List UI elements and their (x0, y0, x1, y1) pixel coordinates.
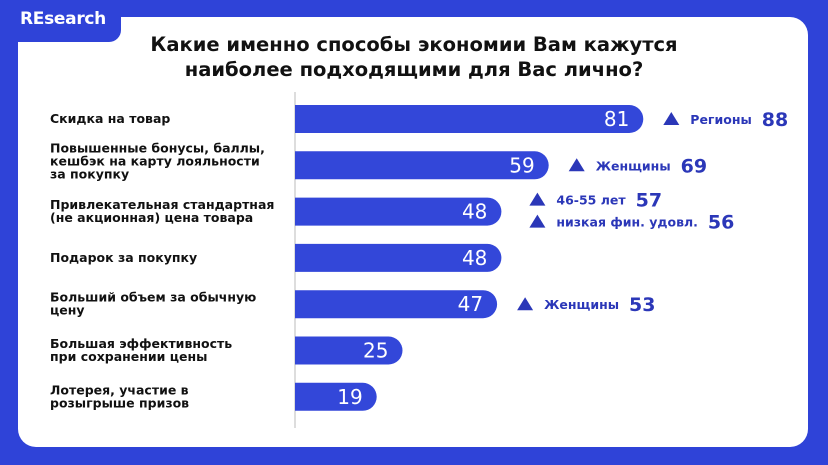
bar-value-label: 48 (462, 246, 487, 270)
logo: REsearch (20, 9, 106, 29)
annotation-label: низкая фин. удовл. (556, 215, 698, 230)
logo-tab (0, 0, 121, 42)
category-label: Привлекательная стандартная (50, 197, 274, 212)
bar (295, 382, 377, 411)
bar (295, 197, 502, 226)
triangle-up-icon (529, 192, 546, 206)
category-label: Подарок за покупку (50, 250, 197, 265)
category-label: Скидка на товар (50, 111, 170, 126)
bar-value-label: 47 (458, 292, 483, 316)
triangle-up-icon (568, 158, 585, 172)
category-label: Большая эффективность (50, 336, 232, 351)
annotation-value: 69 (681, 155, 707, 177)
triangle-up-icon (529, 214, 546, 228)
annotation-value: 53 (629, 294, 655, 316)
card (18, 17, 808, 447)
category-label: кешбэк на карту лояльности (50, 153, 260, 168)
bar-value-label: 19 (337, 385, 362, 409)
bar (295, 151, 549, 180)
bar-value-label: 25 (363, 339, 388, 363)
title-line-1: Какие именно способы экономии Вам кажутс… (150, 33, 678, 56)
category-label: розыгрыше призов (50, 395, 189, 410)
category-label: Лотерея, участие в (50, 382, 189, 397)
annotation-label: Женщины (596, 158, 671, 173)
category-label: (не акционная) цена товара (50, 210, 253, 225)
category-label: цену (50, 303, 85, 318)
bar (295, 336, 403, 365)
bar-value-label: 48 (462, 200, 487, 224)
category-label: Повышенные бонусы, баллы, (50, 140, 265, 155)
annotation-value: 88 (762, 109, 788, 131)
bar-value-label: 81 (604, 107, 629, 131)
annotation-label: Женщины (544, 297, 619, 312)
annotation-label: 46-55 лет (556, 193, 626, 208)
category-label: Больший объем за обычную (50, 290, 256, 305)
annotation-value: 56 (708, 212, 734, 234)
category-label: за покупку (50, 166, 129, 181)
bar (295, 105, 644, 133)
triangle-up-icon (517, 297, 534, 311)
bar (295, 290, 498, 319)
bar-value-label: 59 (509, 153, 534, 177)
annotation-value: 57 (636, 190, 662, 212)
category-label: при сохранении цены (50, 349, 207, 364)
chart-title: Какие именно способы экономии Вам кажутс… (100, 32, 728, 82)
annotation-label: Регионы (690, 112, 751, 127)
title-line-2: наиболее подходящими для Вас лично? (184, 58, 644, 81)
bar (295, 243, 502, 272)
triangle-up-icon (663, 112, 680, 125)
